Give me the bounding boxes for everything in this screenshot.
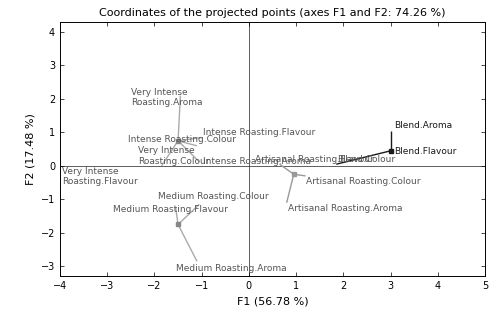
Text: Blend.Colour: Blend.Colour [337, 155, 396, 164]
Text: Very Intense
Roasting.Aroma: Very Intense Roasting.Aroma [131, 88, 202, 107]
Text: Intense Roasting.Flavour: Intense Roasting.Flavour [203, 128, 316, 137]
Text: Artisanal Roasting.Aroma: Artisanal Roasting.Aroma [288, 204, 403, 213]
Text: Medium Roasting.Colour: Medium Roasting.Colour [158, 192, 269, 201]
Text: Very Intense
Roasting.Flavour: Very Intense Roasting.Flavour [62, 166, 138, 186]
Text: Intense Roasting.Colour: Intense Roasting.Colour [128, 135, 236, 144]
Text: Blend.Flavour: Blend.Flavour [394, 147, 456, 156]
Text: Blend.Aroma: Blend.Aroma [394, 121, 452, 130]
Text: Artisanal Roasting.Flavour: Artisanal Roasting.Flavour [254, 155, 374, 164]
Text: Medium Roasting.Aroma: Medium Roasting.Aroma [176, 263, 286, 273]
Text: Medium Roasting.Flavour: Medium Roasting.Flavour [113, 205, 228, 214]
Text: Intense Roasting.Aroma: Intense Roasting.Aroma [203, 157, 311, 166]
Text: Artisanal Roasting.Colour: Artisanal Roasting.Colour [306, 176, 421, 186]
X-axis label: F1 (56.78 %): F1 (56.78 %) [236, 297, 308, 307]
Text: Very Intense
Roasting.Colour: Very Intense Roasting.Colour [138, 146, 210, 166]
Y-axis label: F2 (17.48 %): F2 (17.48 %) [25, 113, 35, 185]
Title: Coordinates of the projected points (axes F1 and F2: 74.26 %): Coordinates of the projected points (axe… [99, 8, 446, 19]
